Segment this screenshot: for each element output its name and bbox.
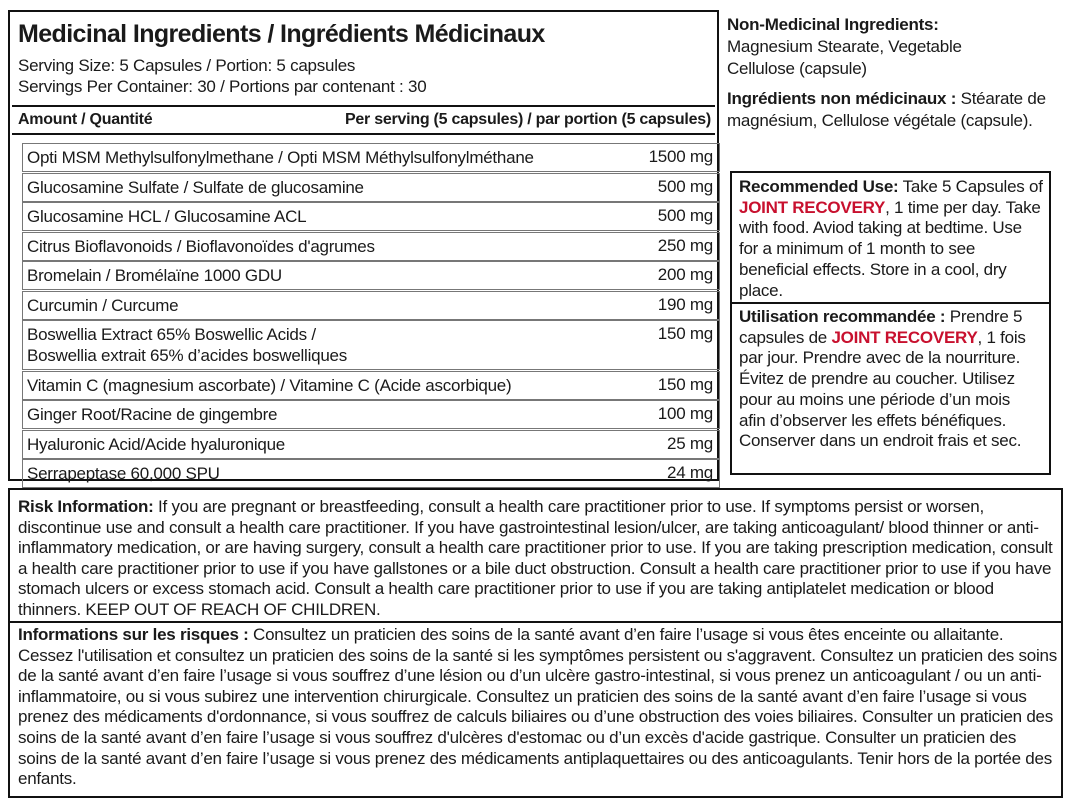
ingredient-name: Bromelain / Bromélaïne 1000 GDU xyxy=(27,266,282,285)
non-medicinal-fr-text: Stéarate de magnésium, Cellulose végétal… xyxy=(727,89,1046,130)
ingredient-row: Vitamin C (magnesium ascorbate) / Vitami… xyxy=(22,370,720,400)
divider xyxy=(732,302,1049,304)
ingredient-amount: 1500 mg xyxy=(648,147,714,166)
ingredient-name: Curcumin / Curcume xyxy=(27,295,179,315)
ingredient-name: Serrapeptase 60,000 SPU xyxy=(27,464,220,483)
ingredient-amount: 190 mg xyxy=(657,294,713,314)
recommended-label: Utilisation recommandée : xyxy=(739,307,946,326)
ingredient-row: Bromelain / Bromélaïne 1000 GDU 200 mg xyxy=(22,261,720,290)
ingredient-row: Curcumin / Curcume 190 mg xyxy=(22,290,720,320)
ingredient-amount: 500 mg xyxy=(657,176,713,196)
ingredient-row: Ginger Root/Racine de gingembre 100 mg xyxy=(22,400,720,429)
ingredient-amount: 500 mg xyxy=(657,206,713,225)
ingredient-name: Opti MSM Methylsulfonylmethane / Opti MS… xyxy=(27,148,534,167)
header-per-serving: Per serving (5 capsules) / par portion (… xyxy=(344,111,711,128)
ingredient-amount: 100 mg xyxy=(657,404,713,423)
ingredient-row: Opti MSM Methylsulfonylmethane / Opti MS… xyxy=(22,143,720,172)
ingredient-amount: 150 mg xyxy=(657,374,713,394)
recommended-use-box: Recommended Use: Take 5 Capsules of JOIN… xyxy=(730,171,1051,475)
ingredient-name: Ginger Root/Racine de gingembre xyxy=(27,405,278,424)
recommended-text: , 1 time per day. Take with food. Aviod … xyxy=(739,197,1041,300)
ingredient-row: Glucosamine HCL / Glucosamine ACL 500 mg xyxy=(22,202,720,231)
ingredient-name: Hyaluronic Acid/Acide hyaluronique xyxy=(27,434,285,454)
ingredient-name: Boswellia Extract 65% Boswellic Acids / … xyxy=(27,325,347,365)
risk-fr: Informations sur les risques : Consultez… xyxy=(18,625,1058,790)
ingredients-title: Medicinal Ingredients / Ingrédients Médi… xyxy=(18,20,545,48)
servings-per-container: Servings Per Container: 30 / Portions pa… xyxy=(18,77,427,96)
recommended-text: Prendre 5 capsules de xyxy=(739,307,1023,347)
non-medicinal: Non-Medicinal Ingredients: Magnesium Ste… xyxy=(727,14,1047,132)
ingredient-amount: 150 mg xyxy=(657,324,713,343)
header-amount: Amount / Quantité xyxy=(18,111,153,128)
product-name: JOINT RECOVERY xyxy=(739,197,886,217)
ingredient-amount: 250 mg xyxy=(657,235,713,255)
non-medicinal-fr-label: Ingrédients non médicinaux : xyxy=(727,89,957,108)
ingredient-row: Serrapeptase 60,000 SPU 24 mg xyxy=(22,459,720,488)
product-name: JOINT RECOVERY xyxy=(831,327,978,347)
serving-size: Serving Size: 5 Capsules / Portion: 5 ca… xyxy=(18,56,356,75)
ingredient-row: Glucosamine Sulfate / Sulfate de glucosa… xyxy=(22,172,720,202)
non-medicinal-fr: Ingrédients non médicinaux : Stéarate de… xyxy=(727,88,1057,132)
recommended-text: Take 5 Capsules of xyxy=(902,177,1043,196)
risk-label: Informations sur les risques : xyxy=(18,625,249,644)
table-header: Amount / Quantité Per serving (5 capsule… xyxy=(12,105,715,135)
recommended-use-fr: Utilisation recommandée : Prendre 5 caps… xyxy=(739,307,1034,452)
risk-label: Risk Information: xyxy=(18,497,154,516)
ingredient-amount: 25 mg xyxy=(667,433,713,453)
ingredient-row: Citrus Bioflavonoids / Bioflavonoïdes d'… xyxy=(22,231,720,261)
ingredient-amount: 200 mg xyxy=(657,265,713,284)
recommended-text: , 1 fois par jour. Prendre avec de la no… xyxy=(739,327,1026,451)
ingredient-row: Boswellia Extract 65% Boswellic Acids / … xyxy=(22,320,720,370)
non-medicinal-text: Magnesium Stearate, Vegetable Cellulose … xyxy=(727,37,962,78)
ingredients-box: Medicinal Ingredients / Ingrédients Médi… xyxy=(8,10,720,488)
recommended-label: Recommended Use: xyxy=(739,177,899,196)
ingredient-amount: 24 mg xyxy=(667,463,713,482)
recommended-use-en: Recommended Use: Take 5 Capsules of JOIN… xyxy=(739,177,1045,301)
ingredient-name: Citrus Bioflavonoids / Bioflavonoïdes d'… xyxy=(27,236,375,256)
risk-text: Consultez un praticien des soins de la s… xyxy=(18,625,1057,789)
risk-box: Risk Information: If you are pregnant or… xyxy=(8,488,1063,798)
ingredient-name: Glucosamine HCL / Glucosamine ACL xyxy=(27,207,307,226)
non-medicinal-label: Non-Medicinal Ingredients: xyxy=(727,15,939,34)
risk-text: If you are pregnant or breastfeeding, co… xyxy=(18,497,1053,619)
ingredient-row: Hyaluronic Acid/Acide hyaluronique 25 mg xyxy=(22,429,720,459)
ingredient-name: Glucosamine Sulfate / Sulfate de glucosa… xyxy=(27,177,364,197)
risk-en: Risk Information: If you are pregnant or… xyxy=(18,497,1058,621)
ingredient-name: Vitamin C (magnesium ascorbate) / Vitami… xyxy=(27,375,512,395)
divider xyxy=(10,621,1061,623)
